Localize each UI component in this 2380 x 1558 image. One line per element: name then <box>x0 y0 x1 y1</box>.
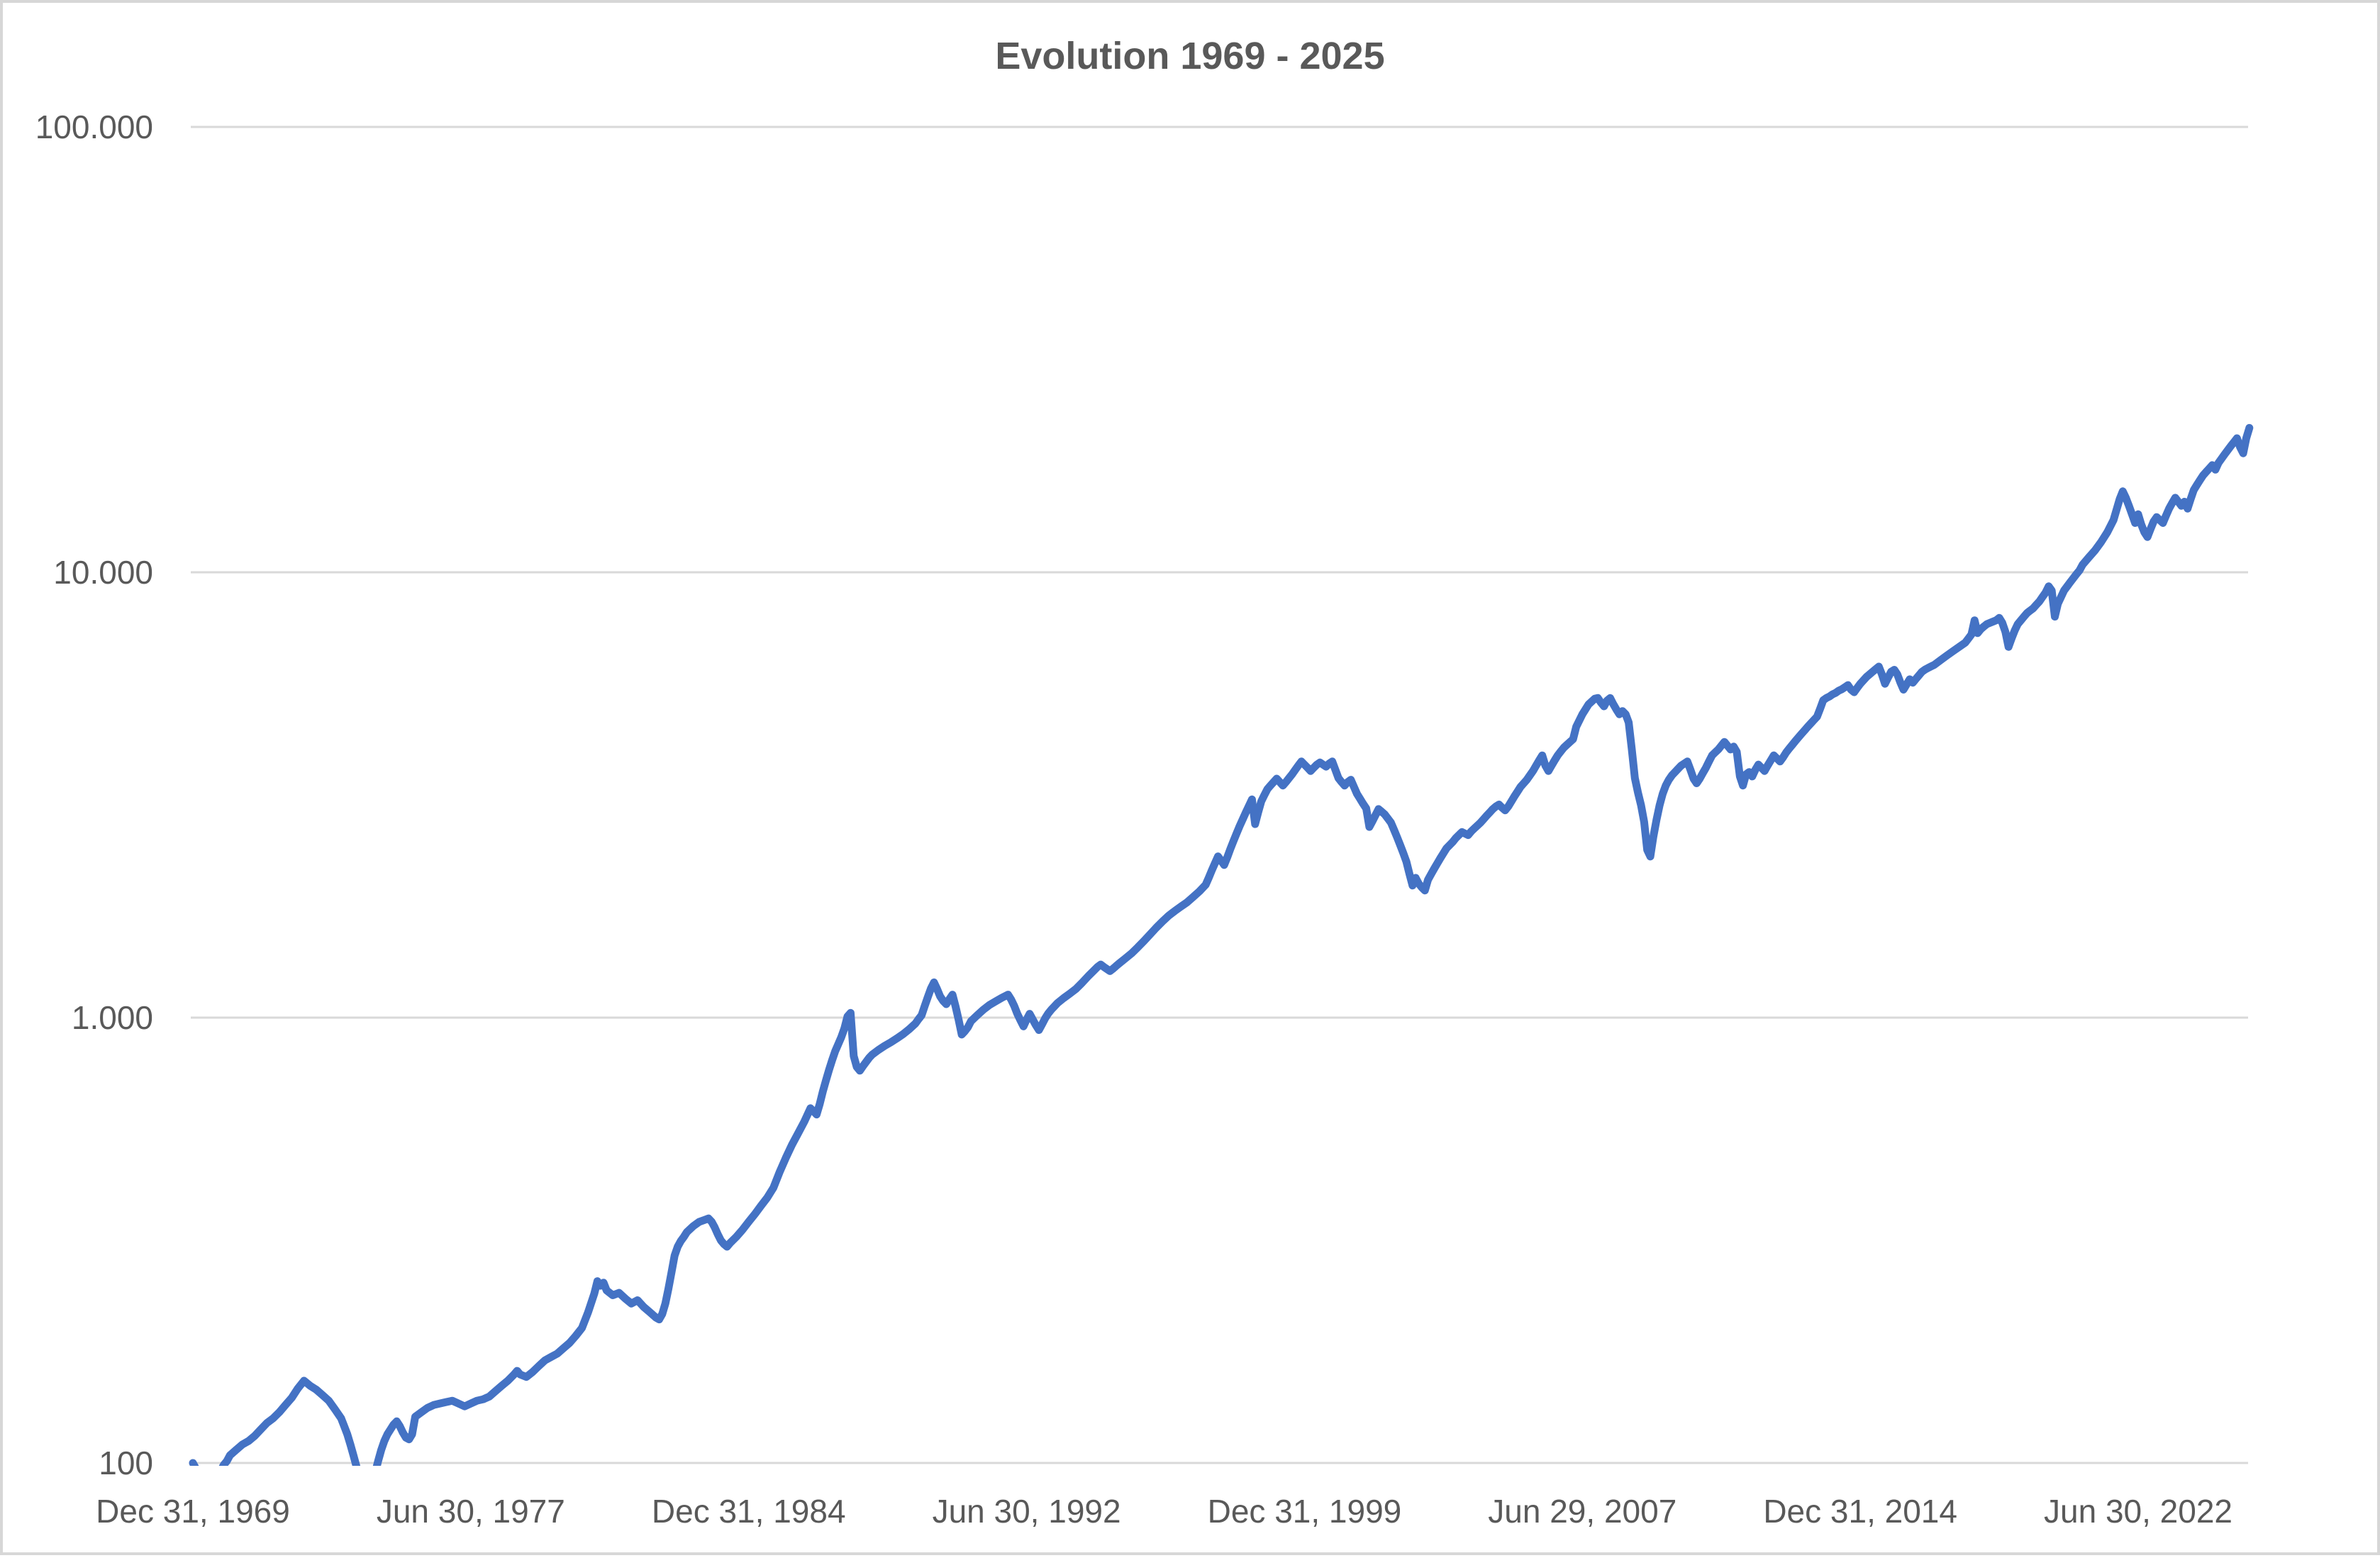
x-axis-tick-label: Jun 30, 1977 <box>377 1493 565 1530</box>
x-axis-tick-label: Dec 31, 1984 <box>652 1493 846 1530</box>
chart-title: Evolution 1969 - 2025 <box>995 35 1385 77</box>
y-axis-tick-label: 10.000 <box>53 554 153 591</box>
x-axis-tick-label: Dec 31, 1999 <box>1208 1493 1402 1530</box>
x-axis-tick-label: Jun 29, 2007 <box>1488 1493 1676 1530</box>
y-axis-tick-label: 1.000 <box>72 999 153 1036</box>
y-axis-tick-label: 100 <box>99 1445 153 1481</box>
x-axis-tick-label: Dec 31, 1969 <box>96 1493 290 1530</box>
line-chart-canvas: 100 1.000 10.000 100.000 Dec 31, 1969 Jun 30,… <box>35 108 2254 1530</box>
x-axis-tick-label: Jun 30, 2022 <box>2044 1493 2232 1530</box>
y-axis-tick-label: 100.000 <box>35 108 153 145</box>
x-axis-tick-label: Dec 31, 2014 <box>1763 1493 1957 1530</box>
series-line <box>189 423 2254 1466</box>
x-axis-tick-label: Jun 30, 1992 <box>933 1493 1121 1530</box>
